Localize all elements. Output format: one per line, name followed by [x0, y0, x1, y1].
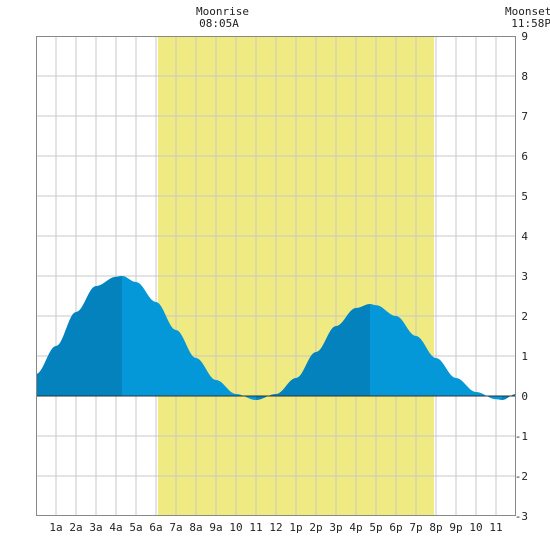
x-tick-label: 7a — [169, 521, 182, 534]
x-tick-label: 3p — [329, 521, 342, 534]
moonrise-label: Moonrise 08:05A — [196, 5, 249, 30]
tide-segment-falling — [122, 276, 256, 400]
x-tick-label: 9p — [449, 521, 462, 534]
moonrise-title: Moonrise — [196, 5, 249, 18]
x-tick-label: 2p — [309, 521, 322, 534]
grid-lines — [36, 36, 516, 516]
x-tick-label: 1p — [289, 521, 302, 534]
y-axis-labels: -3 -2 -1 0 1 2 3 4 5 6 7 8 9 — [515, 30, 529, 523]
tide-segment-rising — [36, 276, 122, 396]
x-tick-label: 6p — [389, 521, 402, 534]
x-tick-label: 4a — [109, 521, 122, 534]
x-tick-label: 10 — [469, 521, 482, 534]
x-axis-labels: 1a 2a 3a 4a 5a 6a 7a 8a 9a 10 11 12 1p 2p 3p 4p 5p 6p 7p 8p… — [49, 521, 502, 534]
y-tick-label: -2 — [515, 470, 528, 483]
x-tick-label: 9a — [209, 521, 222, 534]
y-tick-label: 9 — [521, 30, 528, 43]
tide-segment-falling — [370, 304, 502, 400]
x-tick-label: 10 — [229, 521, 242, 534]
y-tick-label: 5 — [521, 190, 528, 203]
x-tick-label: 8a — [189, 521, 202, 534]
x-tick-label: 7p — [409, 521, 422, 534]
moonset-label: Moonset 11:58P — [505, 6, 550, 30]
y-tick-label: 7 — [521, 110, 528, 123]
x-tick-label: 5a — [129, 521, 142, 534]
y-tick-label: 6 — [521, 150, 528, 163]
x-tick-label: 1a — [49, 521, 62, 534]
y-tick-label: 1 — [521, 350, 528, 363]
y-tick-label: 4 — [521, 230, 528, 243]
moonset-time: 11:58P — [511, 17, 550, 30]
moonrise-time: 08:05A — [199, 17, 239, 30]
tide-area — [36, 276, 516, 400]
y-tick-label: 8 — [521, 70, 528, 83]
y-tick-label: -1 — [515, 430, 528, 443]
x-tick-label: 5p — [369, 521, 382, 534]
moonset-title: Moonset — [505, 5, 550, 18]
plot-border — [36, 36, 516, 516]
x-tick-label: 8p — [429, 521, 442, 534]
tide-segment-rising — [256, 304, 370, 400]
x-tick-label: 11 — [489, 521, 502, 534]
x-tick-label: 4p — [349, 521, 362, 534]
x-tick-label: 6a — [149, 521, 162, 534]
x-tick-label: 12 — [269, 521, 282, 534]
y-tick-label: 0 — [521, 390, 528, 403]
y-tick-label: 2 — [521, 310, 528, 323]
x-tick-label: 11 — [249, 521, 262, 534]
y-tick-label: 3 — [521, 270, 528, 283]
x-tick-label: 2a — [69, 521, 82, 534]
y-tick-label: -3 — [515, 510, 528, 523]
x-tick-label: 3a — [89, 521, 102, 534]
